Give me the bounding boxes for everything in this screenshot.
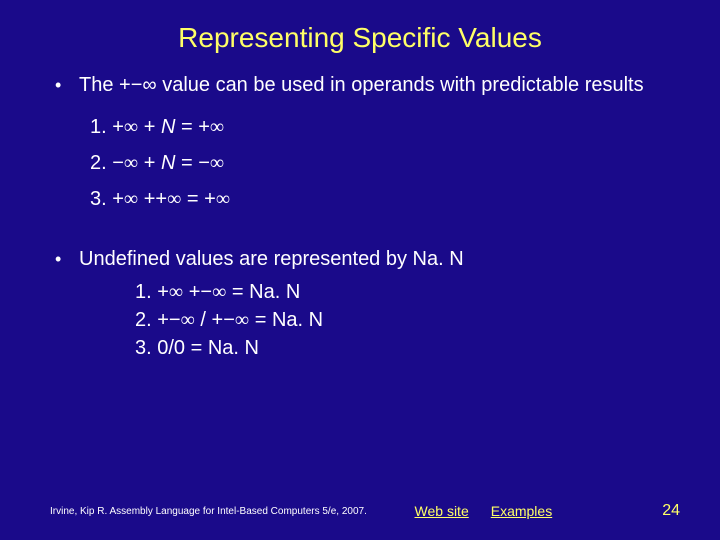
list-2: 1. +∞ +−∞ = Na. N 2. +−∞ / +−∞ = Na. N 3… — [55, 278, 680, 362]
page-number: 24 — [662, 502, 680, 520]
slide-content: • The +−∞ value can be used in operands … — [0, 72, 720, 362]
footer-links: Web site Examples — [415, 503, 553, 519]
citation-text: Irvine, Kip R. Assembly Language for Int… — [50, 506, 375, 517]
list-item: 2. −∞ + N = −∞ — [90, 146, 680, 182]
slide-title: Representing Specific Values — [0, 0, 720, 72]
bullet-marker: • — [55, 72, 79, 98]
footer: Irvine, Kip R. Assembly Language for Int… — [0, 502, 720, 520]
list-1: 1. +∞ + N = +∞ 2. −∞ + N = −∞ 3. +∞ ++∞ … — [55, 110, 680, 218]
bullet-section-2: • Undefined values are represented by Na… — [55, 246, 680, 272]
list-item: 3. +∞ ++∞ = +∞ — [90, 182, 680, 218]
list-item: 1. +∞ + N = +∞ — [90, 110, 680, 146]
bullet-section-1: • The +−∞ value can be used in operands … — [55, 72, 680, 98]
bullet-text-2: Undefined values are represented by Na. … — [79, 246, 464, 272]
list-item: 3. 0/0 = Na. N — [135, 334, 680, 362]
bullet-text-1: The +−∞ value can be used in operands wi… — [79, 72, 644, 98]
list-item: 2. +−∞ / +−∞ = Na. N — [135, 306, 680, 334]
list-item: 1. +∞ +−∞ = Na. N — [135, 278, 680, 306]
bullet-marker: • — [55, 246, 79, 272]
website-link[interactable]: Web site — [415, 503, 469, 519]
examples-link[interactable]: Examples — [491, 503, 552, 519]
